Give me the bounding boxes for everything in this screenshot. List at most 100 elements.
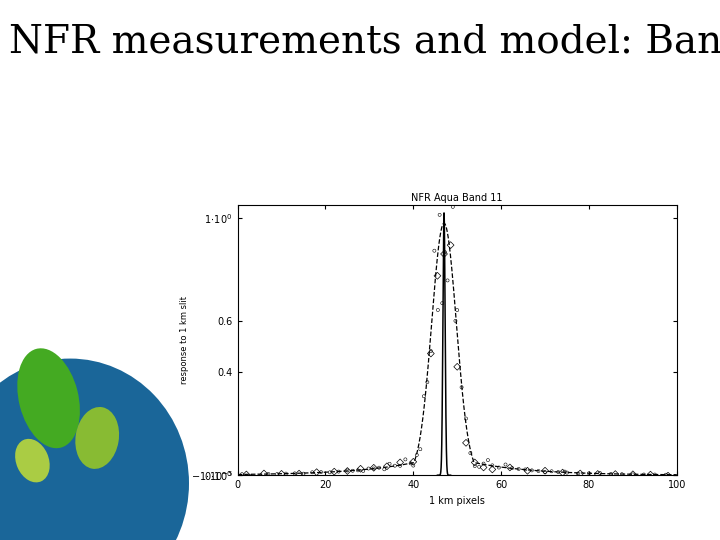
Point xyxy=(271,470,283,478)
Point xyxy=(425,347,436,355)
Point xyxy=(347,467,359,475)
Point xyxy=(451,306,463,314)
Point xyxy=(533,467,544,475)
Point xyxy=(660,470,672,479)
Point xyxy=(405,459,416,468)
Point xyxy=(352,466,364,475)
Point xyxy=(381,462,392,471)
Point xyxy=(559,467,570,476)
Point xyxy=(436,299,448,307)
Point xyxy=(451,362,463,371)
Point xyxy=(464,449,476,457)
Point xyxy=(562,468,573,477)
Point xyxy=(384,460,395,468)
Point xyxy=(254,472,266,481)
Point xyxy=(415,445,426,454)
Point xyxy=(474,462,485,471)
Point xyxy=(324,468,336,477)
Point xyxy=(546,467,557,476)
Point xyxy=(444,181,456,190)
Point xyxy=(422,378,433,387)
Point xyxy=(395,458,406,467)
Point xyxy=(592,470,603,478)
Point xyxy=(333,467,344,476)
Point xyxy=(450,316,462,325)
Point xyxy=(432,272,444,280)
Ellipse shape xyxy=(15,439,50,482)
Point xyxy=(456,383,467,391)
Point xyxy=(478,463,490,472)
Point xyxy=(460,414,472,423)
X-axis label: 1 km pixels: 1 km pixels xyxy=(429,496,485,505)
Point xyxy=(341,467,353,475)
Point xyxy=(395,462,406,470)
Point xyxy=(513,464,524,473)
Point xyxy=(493,463,505,472)
Point xyxy=(240,470,252,479)
Point xyxy=(432,306,444,314)
Point xyxy=(520,465,531,474)
Point xyxy=(418,392,430,401)
Point xyxy=(408,457,419,466)
Y-axis label: response to 1 km slit: response to 1 km slit xyxy=(180,296,189,384)
Point xyxy=(447,202,459,211)
Point xyxy=(363,464,374,473)
Point xyxy=(627,470,639,479)
Point xyxy=(487,461,498,470)
Point xyxy=(583,469,595,477)
Point xyxy=(594,469,606,477)
Point xyxy=(307,468,318,477)
Point xyxy=(644,470,656,479)
Point xyxy=(638,470,649,479)
Text: NFR measurements and model: Band 11: NFR measurements and model: Band 11 xyxy=(9,24,720,61)
Point xyxy=(400,455,411,464)
Point xyxy=(439,248,451,256)
Ellipse shape xyxy=(76,407,119,469)
Point xyxy=(482,456,494,464)
Point xyxy=(434,211,446,219)
Point xyxy=(478,460,490,468)
Point xyxy=(425,349,436,358)
Point xyxy=(539,467,551,475)
Point xyxy=(552,468,564,476)
Point xyxy=(522,467,534,475)
Point xyxy=(539,468,551,476)
Point xyxy=(610,470,621,478)
Point xyxy=(616,470,628,478)
Point xyxy=(236,470,248,478)
Point xyxy=(357,467,369,475)
Point xyxy=(428,246,440,255)
Point xyxy=(408,461,419,470)
Point xyxy=(506,464,518,472)
Point xyxy=(298,469,310,478)
Point xyxy=(575,469,586,478)
Point xyxy=(379,465,390,474)
Point xyxy=(469,458,480,467)
Point xyxy=(355,464,366,473)
Point xyxy=(341,466,353,475)
Point xyxy=(276,470,287,478)
Point xyxy=(572,469,584,478)
Point xyxy=(627,470,639,478)
Point xyxy=(526,466,538,475)
Point xyxy=(368,463,379,472)
Circle shape xyxy=(0,359,189,540)
Point xyxy=(460,438,472,447)
Point xyxy=(368,464,379,473)
Point xyxy=(263,470,274,478)
Point xyxy=(328,467,340,476)
Point xyxy=(557,468,568,477)
Point xyxy=(315,468,327,476)
Point xyxy=(442,276,454,285)
Point xyxy=(389,461,400,470)
Ellipse shape xyxy=(17,348,80,448)
Point xyxy=(487,465,498,474)
Point xyxy=(293,469,305,478)
Point xyxy=(605,470,616,478)
Point xyxy=(311,468,323,476)
Point xyxy=(504,463,516,472)
Point xyxy=(445,241,456,249)
Point xyxy=(373,463,384,472)
Point xyxy=(258,469,270,478)
Point xyxy=(438,249,450,258)
